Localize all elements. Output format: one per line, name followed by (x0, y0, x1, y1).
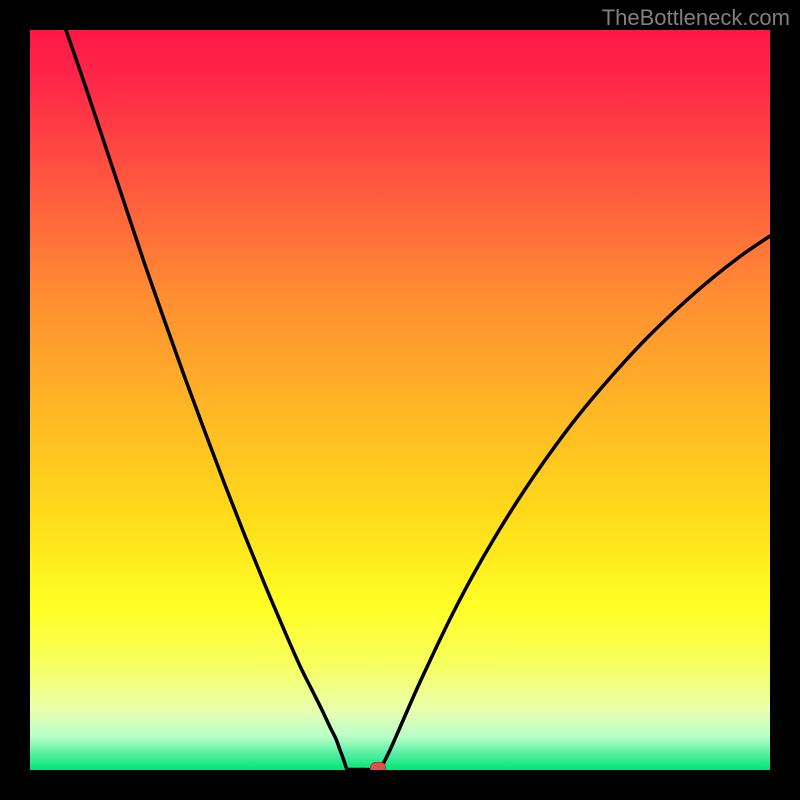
chart-canvas (0, 0, 800, 800)
watermark-text: TheBottleneck.com (602, 5, 790, 31)
gradient-background (30, 30, 770, 770)
